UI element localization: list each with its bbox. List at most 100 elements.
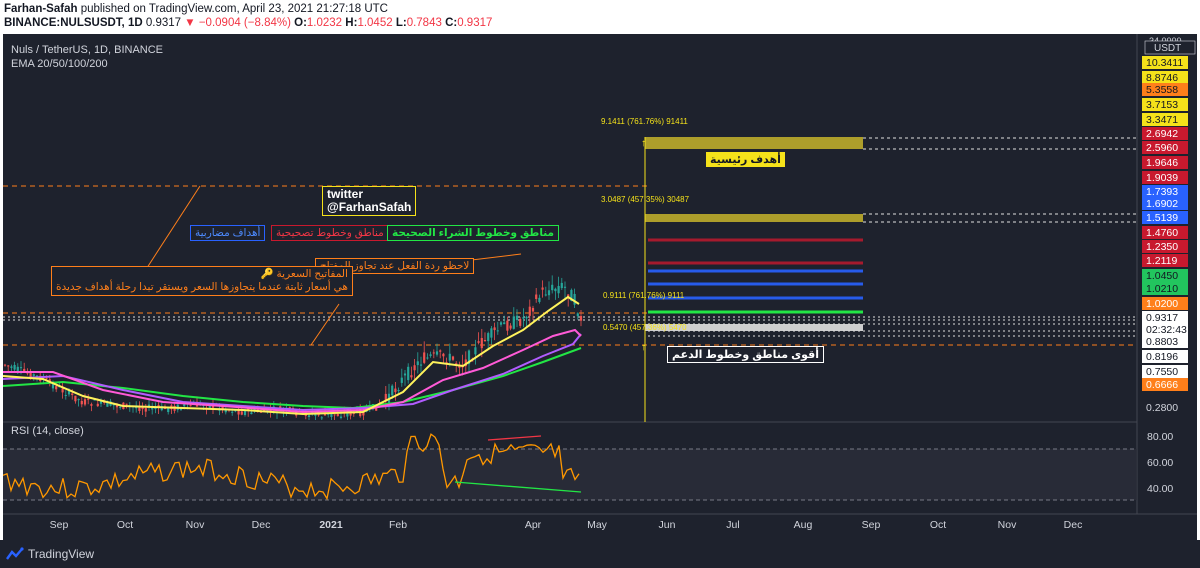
candle-body	[83, 399, 87, 405]
publish-header: Farhan-Safah published on TradingView.co…	[0, 0, 1200, 32]
price-axis-label: 0.8803	[1146, 336, 1178, 348]
candle-body	[570, 289, 573, 302]
candle-body	[314, 414, 317, 416]
bearish-divergence-line[interactable]	[487, 435, 542, 441]
time-tick: Nov	[998, 519, 1017, 531]
candle-body	[240, 411, 243, 415]
price-axis-label: 1.0210	[1146, 283, 1178, 295]
time-tick: Nov	[186, 519, 205, 531]
bullish-divergence-line[interactable]	[454, 481, 582, 493]
candle-body	[243, 410, 247, 416]
rsi-legend: RSI (14, close)	[11, 425, 84, 437]
rsi-line[interactable]	[3, 433, 580, 501]
annotation-arrow[interactable]	[310, 303, 340, 346]
price-keys-note[interactable]: المفاتيح السعرية 🔑 هي أسعار ثابتة عندما …	[51, 266, 353, 296]
time-tick: May	[587, 519, 608, 531]
price-axis-label: 8.8746	[1146, 72, 1178, 84]
candle-body	[567, 294, 570, 298]
fib-support-zone[interactable]	[645, 324, 863, 331]
buy-legend-box[interactable]: مناطق وخطوط الشراء الصحيحة	[387, 225, 560, 241]
price-axis-tag	[1142, 378, 1188, 391]
candle-body	[115, 405, 119, 408]
candle-body	[474, 347, 477, 355]
candle-body	[51, 383, 55, 389]
candle-body	[99, 400, 103, 404]
candle-body	[154, 407, 157, 409]
price-axis-label: 1.7393	[1146, 186, 1178, 198]
ema-100-line[interactable]	[3, 333, 582, 412]
price-axis-label: 0.9317	[1146, 312, 1178, 324]
candle-body	[413, 365, 416, 371]
fib-target-zone[interactable]	[645, 214, 863, 222]
candle-body	[503, 322, 506, 325]
candle-body	[279, 406, 282, 409]
reaction-note[interactable]: لاحظو ردة الفعل عند تجاوز المفتاح	[315, 258, 475, 274]
close-value: 0.9317	[457, 17, 493, 29]
ema-50-line[interactable]	[3, 328, 582, 414]
candle-body	[259, 411, 263, 413]
candle-body	[477, 341, 480, 343]
price-axis-label: 1.9039	[1146, 172, 1178, 184]
time-tick: Dec	[252, 519, 271, 531]
targets-legend-box[interactable]: أهداف مضاربية	[190, 225, 266, 241]
candle-body	[458, 365, 461, 368]
price-axis-label: 10.3411	[1146, 57, 1183, 69]
fib-arrow-icon: ↑	[641, 342, 646, 353]
candle-body	[579, 316, 583, 321]
candle-body	[330, 413, 333, 417]
candle-body	[71, 393, 74, 395]
price-axis-tag	[1142, 254, 1188, 267]
last-price: 0.9317	[145, 17, 182, 29]
candle-body	[525, 316, 528, 319]
down-arrow-icon: ▼	[184, 17, 196, 29]
candle-body	[400, 377, 403, 383]
fib-low-label: 0.9111 (761.76%) 9111	[603, 291, 685, 300]
rsi-axis-80: 80.00	[1147, 431, 1173, 443]
support-label[interactable]: أقوى مناطق وخطوط الدعم	[667, 346, 825, 363]
price-axis[interactable]: 34.0000 USDT 10.34118.87465.35583.71533.…	[1142, 36, 1196, 414]
candle-body	[407, 366, 410, 381]
price-axis-label: 1.2119	[1146, 255, 1177, 267]
candle-body	[538, 297, 541, 302]
candle-body	[237, 410, 240, 415]
low-label: L:	[395, 17, 407, 29]
candle-body	[346, 412, 349, 417]
candle-body	[224, 409, 227, 413]
main-targets-label[interactable]: أهدف رئيسية	[706, 152, 785, 167]
author-name[interactable]: Farhan-Safah	[4, 3, 78, 15]
correction-legend-box[interactable]: مناطق وخطوط تصحيحية	[271, 225, 389, 241]
candle-body	[384, 393, 387, 402]
candle-body	[397, 390, 400, 392]
symbol-line: BINANCE:NULSUSDT, 1D 0.9317 ▼ −0.0904 (−…	[4, 17, 492, 29]
candle-body	[394, 388, 397, 393]
price-keys-title: المفاتيح السعرية 🔑	[260, 268, 348, 280]
candle-body	[13, 364, 16, 370]
ema-20-line[interactable]	[3, 295, 580, 416]
price-axis-tag	[1142, 311, 1188, 324]
candle-body	[320, 417, 323, 419]
price-axis-label: 5.3558	[1146, 84, 1178, 96]
chart-canvas[interactable]: Nuls / TetherUS, 1D, BINANCE EMA 20/50/1…	[3, 34, 1197, 540]
open-value: 1.0232	[306, 17, 343, 29]
annotation-arrow[interactable]	[142, 185, 201, 275]
price-axis-tag	[1142, 226, 1188, 239]
ema-200-line[interactable]	[3, 347, 582, 410]
level-lines	[3, 137, 1137, 346]
candle-body	[496, 330, 499, 332]
candle-body	[327, 413, 330, 415]
high-value: 1.0452	[357, 17, 393, 29]
time-tick: Feb	[389, 519, 407, 531]
time-axis[interactable]: Sep Oct Nov Dec 2021 Feb Apr May Jun Jul…	[50, 519, 1083, 531]
candle-body	[455, 363, 458, 365]
price-axis-tag	[1142, 71, 1188, 84]
candle-body	[531, 307, 535, 312]
candle-body	[77, 398, 80, 401]
price-axis-label: 1.6902	[1146, 198, 1178, 210]
twitter-box[interactable]: twitter @FarhanSafah	[322, 186, 417, 216]
candle-body	[32, 374, 35, 376]
price-axis-tag	[1142, 185, 1188, 198]
tradingview-brand[interactable]: TradingView	[6, 547, 94, 561]
fib-target-zone[interactable]	[645, 137, 863, 149]
currency-badge[interactable]	[1144, 40, 1196, 55]
price-axis-tag	[1142, 240, 1188, 253]
